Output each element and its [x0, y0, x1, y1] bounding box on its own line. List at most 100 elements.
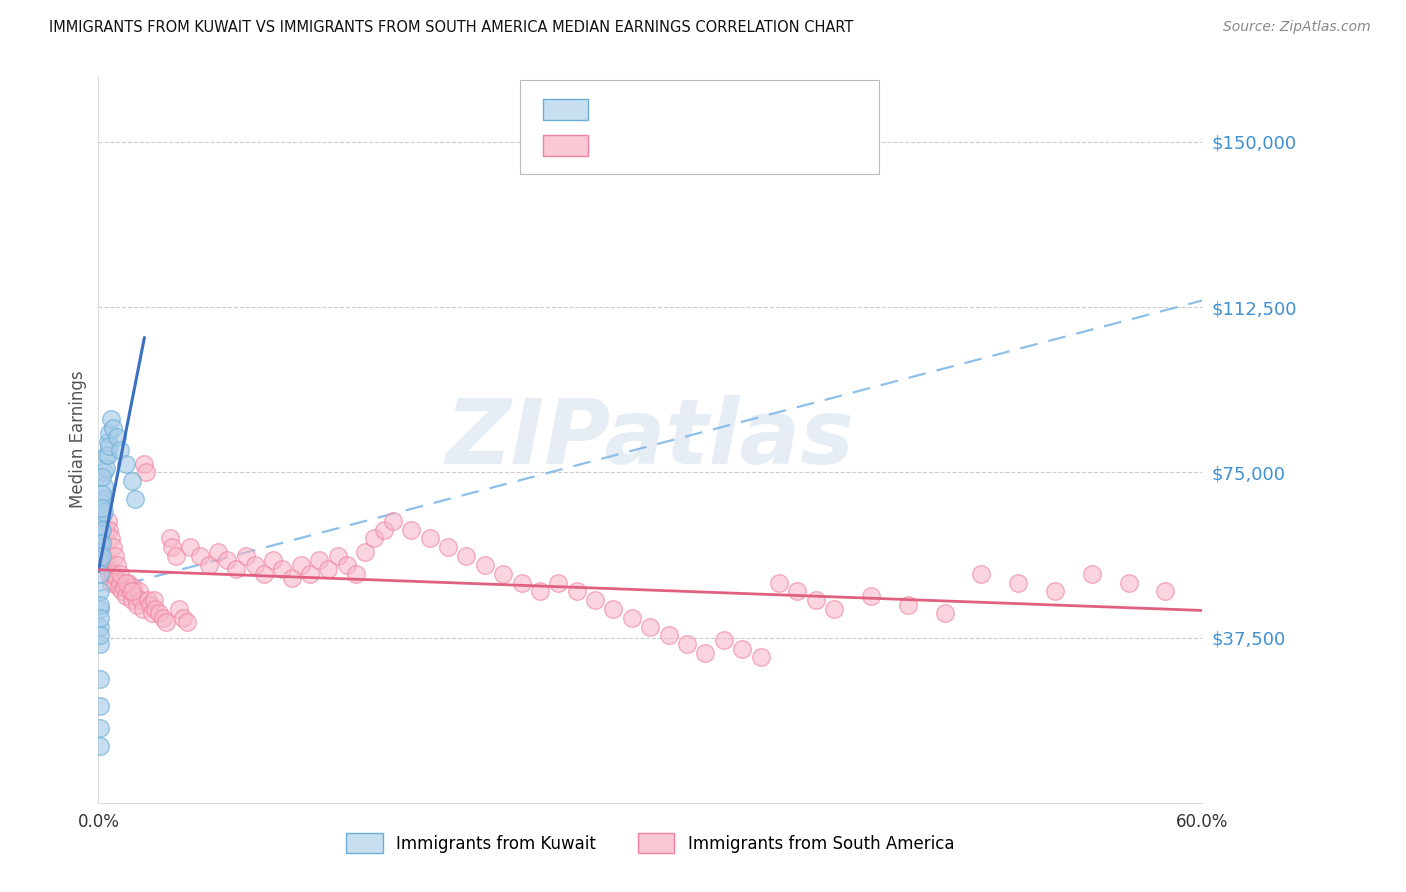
Point [89, 553, 111, 567]
Point [101, 566, 124, 581]
Point [620, 611, 643, 625]
Point [768, 575, 790, 590]
Point [179, 541, 201, 555]
Point [89, 544, 111, 558]
Point [1118, 575, 1140, 590]
Point [172, 611, 194, 625]
Point [225, 562, 247, 576]
Point [1154, 584, 1177, 599]
Point [373, 523, 395, 537]
Point [93, 478, 115, 492]
Point [169, 602, 191, 616]
Point [262, 553, 284, 567]
Point [197, 558, 219, 572]
Point [344, 566, 367, 581]
Point [98, 566, 121, 581]
Point [713, 632, 735, 647]
Point [859, 589, 883, 603]
Point [93, 466, 115, 480]
Point [970, 566, 993, 581]
Text: 42: 42 [766, 101, 792, 119]
Point [91, 487, 114, 501]
Point [298, 566, 321, 581]
Point [638, 619, 661, 633]
Point [160, 541, 183, 555]
Point [159, 532, 181, 546]
Point [93, 505, 115, 519]
Point [290, 558, 312, 572]
Legend: Immigrants from Kuwait, Immigrants from South America: Immigrants from Kuwait, Immigrants from … [340, 826, 960, 860]
Point [89, 584, 111, 599]
Point [1007, 575, 1029, 590]
Point [271, 562, 294, 576]
Point [243, 558, 266, 572]
Text: R =: R = [600, 101, 637, 119]
Point [89, 536, 111, 550]
Point [110, 575, 132, 590]
Point [141, 607, 163, 621]
Point [934, 607, 956, 621]
Point [217, 553, 239, 567]
Point [124, 491, 146, 506]
Point [100, 532, 122, 546]
Point [89, 611, 111, 625]
Point [510, 575, 533, 590]
Point [100, 575, 122, 590]
Point [98, 523, 121, 537]
Point [100, 412, 122, 426]
Point [121, 593, 143, 607]
Point [89, 637, 111, 651]
Point [89, 602, 111, 616]
Point [125, 598, 148, 612]
Point [89, 739, 111, 753]
Point [165, 549, 187, 563]
Text: -0.086: -0.086 [647, 136, 711, 154]
Point [308, 553, 330, 567]
Point [91, 544, 114, 558]
Point [583, 593, 606, 607]
Point [117, 575, 139, 590]
Point [112, 580, 135, 594]
Point [658, 628, 681, 642]
Point [749, 650, 772, 665]
Point [101, 541, 124, 555]
Point [363, 532, 385, 546]
Point [89, 518, 111, 533]
Y-axis label: Median Earnings: Median Earnings [69, 370, 87, 508]
Text: 0.063: 0.063 [647, 101, 703, 119]
Point [188, 549, 211, 563]
Point [381, 514, 404, 528]
Point [101, 421, 124, 435]
Point [602, 602, 624, 616]
Point [115, 575, 138, 590]
Point [437, 541, 460, 555]
Point [155, 615, 177, 629]
Point [91, 536, 114, 550]
Point [456, 549, 478, 563]
Point [897, 598, 920, 612]
Point [89, 628, 111, 642]
Point [136, 593, 159, 607]
Point [91, 469, 114, 483]
Point [565, 584, 588, 599]
Point [129, 593, 152, 607]
Point [115, 457, 138, 471]
Point [1043, 584, 1066, 599]
Point [148, 607, 170, 621]
Point [111, 584, 134, 599]
Point [786, 584, 808, 599]
Point [94, 553, 117, 567]
Point [93, 558, 115, 572]
Point [823, 602, 845, 616]
Point [104, 575, 127, 590]
Point [121, 584, 143, 599]
Point [93, 491, 115, 506]
Point [118, 584, 141, 599]
Point [695, 646, 717, 660]
Point [89, 527, 111, 541]
Point [131, 602, 153, 616]
Text: ZIPatlas: ZIPatlas [446, 395, 855, 483]
Point [492, 566, 515, 581]
Point [529, 584, 551, 599]
Point [145, 602, 167, 616]
